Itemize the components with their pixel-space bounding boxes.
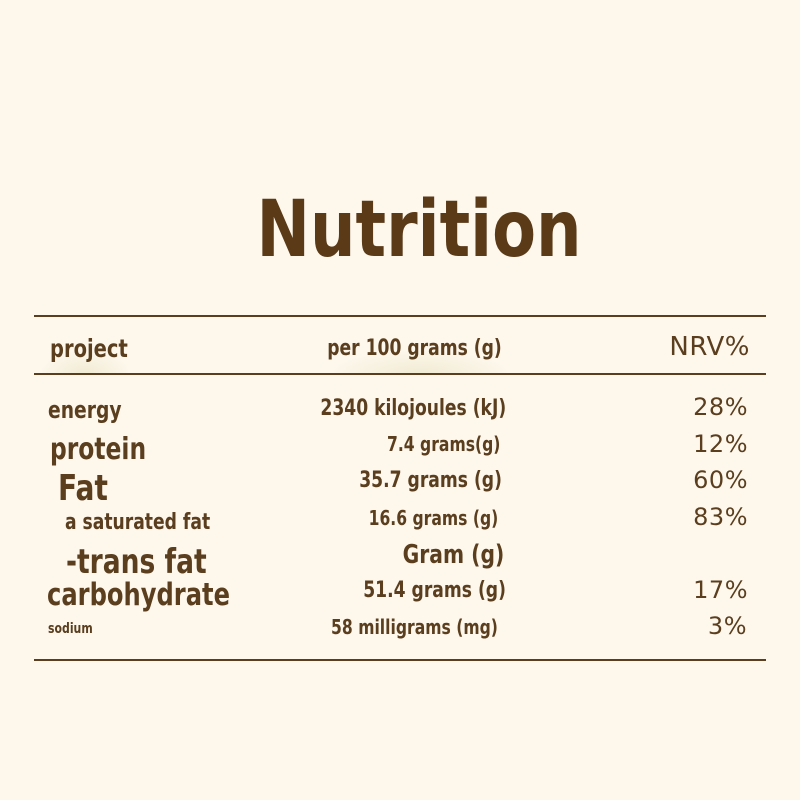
column-header-per100: per 100 grams (g): [327, 336, 502, 361]
table-row-nrv: 17%: [693, 576, 748, 604]
table-row-per100: 7.4 grams(g): [386, 432, 500, 456]
table-row-item: sodium: [48, 621, 93, 637]
page-title: Nutrition: [256, 185, 582, 275]
table-row-nrv: 83%: [693, 503, 748, 531]
table-row-per100: Gram (g): [402, 540, 504, 570]
table-row-nrv: 60%: [693, 466, 748, 494]
table-row-per100: 35.7 grams (g): [359, 468, 502, 493]
table-row-nrv: 12%: [693, 430, 748, 458]
table-top-rule: [34, 315, 766, 317]
table-row-item: energy: [48, 396, 122, 424]
table-row-item: -trans fat: [66, 542, 207, 582]
table-row-item: Fat: [58, 468, 108, 509]
table-row-nrv: 3%: [707, 612, 747, 640]
column-header-nrv: NRV%: [669, 332, 750, 362]
table-row-nrv: 28%: [693, 393, 748, 421]
table-row-per100: 58 milligrams (mg): [331, 615, 498, 639]
table-row-item: protein: [50, 432, 147, 467]
column-header-item: project: [50, 334, 128, 363]
table-row-item: carbohydrate: [47, 577, 230, 613]
table-row-item: a saturated fat: [65, 510, 211, 535]
header-highlight-middle: [330, 350, 510, 374]
table-bottom-rule: [34, 659, 766, 661]
table-header-rule: [34, 373, 766, 375]
table-row-per100: 16.6 grams (g): [368, 506, 498, 530]
header-highlight-left: [40, 350, 130, 374]
table-row-per100: 51.4 grams (g): [363, 578, 506, 603]
table-row-per100: 2340 kilojoules (kJ): [320, 396, 506, 421]
